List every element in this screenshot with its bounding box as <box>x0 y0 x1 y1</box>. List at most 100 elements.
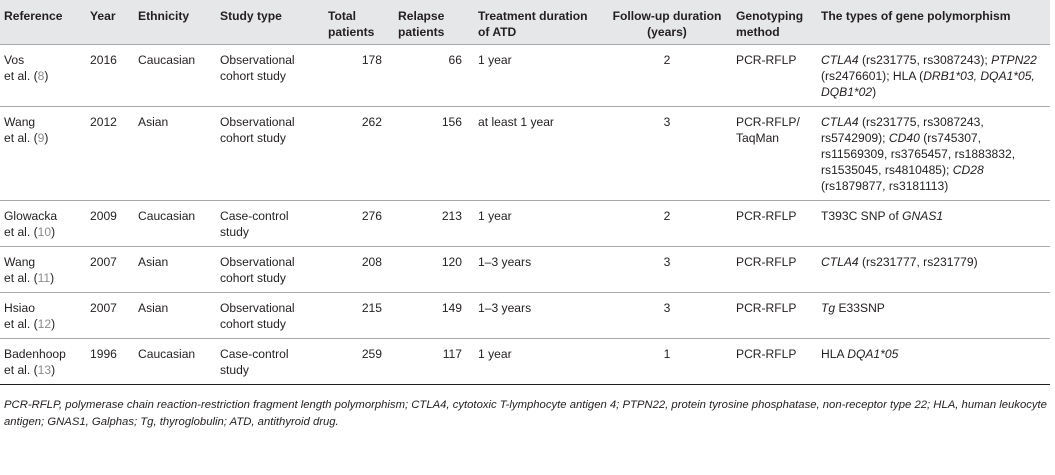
relapse-patients-cell: 66 <box>394 44 474 107</box>
ethnicity-cell: Asian <box>134 292 216 339</box>
reference-cell: Vos et al. (8) <box>0 44 86 107</box>
gene-name: CD28 <box>952 163 984 177</box>
polymorphism-cell: Tg E33SNP <box>817 292 1050 339</box>
table-body: Vos et al. (8) 2016 Caucasian Observation… <box>0 44 1050 385</box>
reference-etal: et al. ( <box>4 131 38 145</box>
reference-cell: Wang et al. (9) <box>0 106 86 201</box>
col-header-total-patients: Total patients <box>324 0 394 45</box>
reference-etal: et al. ( <box>4 225 38 239</box>
reference-link[interactable]: 10 <box>37 225 52 239</box>
relapse-patients-cell: 156 <box>394 106 474 201</box>
polymorphism-text: (rs231775, rs3087243, rs5742909); <box>821 115 984 145</box>
table-row: Vos et al. (8) 2016 Caucasian Observation… <box>0 44 1050 107</box>
gene-name: CTLA4 <box>821 115 859 129</box>
reference-author: Hsiao <box>4 301 35 315</box>
ethnicity-cell: Caucasian <box>134 44 216 107</box>
study-type-cell: Observational cohort study <box>216 44 324 107</box>
followup-duration-cell: 3 <box>602 246 732 293</box>
col-header-polymorphism: The types of gene polymorphism <box>817 0 1050 45</box>
reference-etal: et al. ( <box>4 317 38 331</box>
polymorphism-cell: CTLA4 (rs231775, rs3087243); PTPN22 (rs2… <box>817 44 1050 107</box>
treatment-duration-cell: at least 1 year <box>474 106 602 201</box>
gene-name: GNAS1 <box>902 209 944 223</box>
polymorphism-text: HLA <box>821 347 848 361</box>
reference-cell: Badenhoop et al. (13) <box>0 338 86 385</box>
followup-duration-cell: 3 <box>602 106 732 201</box>
treatment-duration-cell: 1–3 years <box>474 246 602 293</box>
reference-etal: et al. ( <box>4 69 38 83</box>
reference-close: ) <box>51 225 56 239</box>
table-header: Reference Year Ethnicity Study type Tota… <box>0 0 1050 45</box>
reference-close: ) <box>44 131 49 145</box>
polymorphism-cell: T393C SNP of GNAS1 <box>817 200 1050 247</box>
reference-cell: Wang et al. (11) <box>0 246 86 293</box>
genotyping-method-cell: PCR-RFLP <box>732 44 817 107</box>
gene-name: DQA1*05 <box>847 347 899 361</box>
reference-link[interactable]: 13 <box>37 363 52 377</box>
table-row: Wang et al. (9) 2012 Asian Observational … <box>0 106 1050 201</box>
followup-duration-cell: 2 <box>602 44 732 107</box>
polymorphism-text: (rs231775, rs3087243); <box>858 53 992 67</box>
reference-link[interactable]: 11 <box>37 271 51 285</box>
col-header-relapse-patients: Relapse patients <box>394 0 474 45</box>
polymorphism-cell: CTLA4 (rs231775, rs3087243, rs5742909); … <box>817 106 1050 201</box>
treatment-duration-cell: 1–3 years <box>474 292 602 339</box>
gene-name: DRB1*03, DQA1*05, DQB1*02 <box>821 69 1035 99</box>
gene-name: PTPN22 <box>991 53 1037 67</box>
relapse-patients-cell: 117 <box>394 338 474 385</box>
ethnicity-cell: Asian <box>134 106 216 201</box>
polymorphism-text: (rs2476601); HLA ( <box>821 69 924 83</box>
genotyping-method-cell: PCR-RFLP <box>732 338 817 385</box>
gene-name: CTLA4 <box>821 255 859 269</box>
ethnicity-cell: Caucasian <box>134 200 216 247</box>
polymorphism-text: (rs745307, rs11569309, rs3765457, rs1883… <box>821 131 1016 177</box>
total-patients-cell: 178 <box>324 44 394 107</box>
polymorphism-text: ) <box>872 85 877 99</box>
genotyping-method-cell: PCR-RFLP <box>732 200 817 247</box>
col-header-ethnicity: Ethnicity <box>134 0 216 45</box>
reference-close: ) <box>51 363 56 377</box>
table-row: Badenhoop et al. (13) 1996 Caucasian Case… <box>0 338 1050 385</box>
col-header-followup-duration: Follow-up duration (years) <box>602 0 732 45</box>
reference-cell: Hsiao et al. (12) <box>0 292 86 339</box>
studies-table: Reference Year Ethnicity Study type Tota… <box>0 0 1050 385</box>
relapse-patients-cell: 120 <box>394 246 474 293</box>
relapse-patients-cell: 213 <box>394 200 474 247</box>
reference-author: Wang <box>4 255 36 269</box>
study-type-cell: Observational cohort study <box>216 292 324 339</box>
col-header-study-type: Study type <box>216 0 324 45</box>
table-row: Hsiao et al. (12) 2007 Asian Observationa… <box>0 292 1050 339</box>
table-row: Wang et al. (11) 2007 Asian Observational… <box>0 246 1050 293</box>
reference-link[interactable]: 9 <box>37 131 45 145</box>
reference-link[interactable]: 8 <box>37 69 45 83</box>
col-header-reference: Reference <box>0 0 86 45</box>
ethnicity-cell: Asian <box>134 246 216 293</box>
genotyping-method-cell: PCR-RFLP/ TaqMan <box>732 106 817 201</box>
gene-name: CTLA4 <box>821 53 859 67</box>
table-footnote: PCR-RFLP, polymerase chain reaction-rest… <box>4 399 1047 428</box>
col-header-genotyping-method: Genotyping method <box>732 0 817 45</box>
study-type-cell: Observational cohort study <box>216 246 324 293</box>
reference-close: ) <box>51 317 56 331</box>
followup-duration-cell: 2 <box>602 200 732 247</box>
table-row: Glowacka et al. (10) 2009 Caucasian Case-… <box>0 200 1050 247</box>
year-cell: 2009 <box>86 200 134 247</box>
reference-link[interactable]: 12 <box>37 317 52 331</box>
study-type-cell: Observational cohort study <box>216 106 324 201</box>
year-cell: 1996 <box>86 338 134 385</box>
polymorphism-text: (rs1879877, rs3181113) <box>821 179 949 193</box>
reference-author: Glowacka <box>4 209 58 223</box>
followup-duration-cell: 1 <box>602 338 732 385</box>
polymorphism-cell: CTLA4 (rs231777, rs231779) <box>817 246 1050 293</box>
year-cell: 2007 <box>86 292 134 339</box>
total-patients-cell: 259 <box>324 338 394 385</box>
col-header-treatment-duration: Treatment duration of ATD <box>474 0 602 45</box>
year-cell: 2012 <box>86 106 134 201</box>
genotyping-method-cell: PCR-RFLP <box>732 292 817 339</box>
polymorphism-text: T393C SNP of <box>821 209 903 223</box>
treatment-duration-cell: 1 year <box>474 338 602 385</box>
gene-name: CD40 <box>888 131 920 145</box>
gene-name: Tg <box>821 301 836 315</box>
study-type-cell: Case-control study <box>216 338 324 385</box>
reference-etal: et al. ( <box>4 363 38 377</box>
